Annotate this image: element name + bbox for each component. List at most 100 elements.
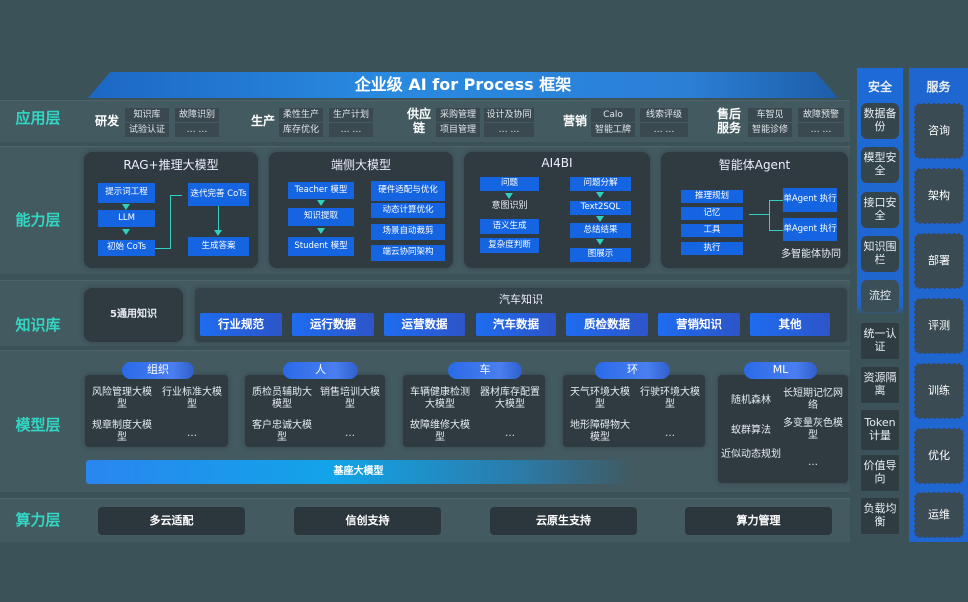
compute-item[interactable]: 多云适配: [98, 507, 245, 535]
app-item[interactable]: 故障预警: [798, 108, 844, 122]
app-item[interactable]: … …: [640, 123, 688, 137]
ml-item[interactable]: 近似动态规划: [721, 449, 781, 460]
app-item[interactable]: 生产计划: [329, 108, 373, 122]
knowledge-chip[interactable]: 其他: [750, 313, 830, 336]
edge-step[interactable]: Student 模型: [288, 237, 354, 256]
model-item[interactable]: 车辆健康检测大模型: [410, 387, 470, 410]
security-item[interactable]: 数据备份: [861, 103, 899, 139]
service-item[interactable]: 部署: [914, 233, 964, 289]
agent-module[interactable]: 工具: [681, 224, 743, 237]
base-model-bar[interactable]: 基座大模型: [86, 460, 631, 484]
ai4bi-step[interactable]: 问题分解: [570, 177, 631, 191]
app-item[interactable]: 设计及协同: [484, 108, 534, 122]
app-item[interactable]: Calo: [591, 108, 635, 122]
edge-feature[interactable]: 端云协同架构: [371, 245, 445, 261]
app-item[interactable]: 试验认证: [125, 123, 169, 137]
rag-step[interactable]: 提示词工程: [98, 183, 155, 203]
general-knowledge[interactable]: 5通用知识: [84, 288, 183, 342]
app-item[interactable]: 车智见: [748, 108, 792, 122]
security-item[interactable]: 负载均衡: [861, 498, 899, 534]
service-item[interactable]: 优化: [914, 428, 964, 484]
single-agent-exec[interactable]: 单Agent 执行: [783, 218, 837, 241]
edge-feature[interactable]: 硬件适配与优化: [371, 181, 445, 201]
model-item[interactable]: 风险管理大模型: [92, 387, 152, 410]
knowledge-chip[interactable]: 质检数据: [566, 313, 648, 336]
ai4bi-step[interactable]: 复杂度判断: [480, 238, 539, 253]
service-item[interactable]: 评测: [914, 298, 964, 354]
service-item[interactable]: 训练: [914, 363, 964, 419]
rag-step[interactable]: 生成答案: [188, 237, 249, 256]
model-group-environment: 天气环境大模型 行驶环境大模型 地形障碍物大模型 …: [563, 375, 705, 447]
model-group-pill[interactable]: 车: [448, 362, 522, 379]
agent-module[interactable]: 推理规划: [681, 190, 743, 203]
rag-step[interactable]: 初始 CoTs: [98, 240, 155, 256]
knowledge-chip[interactable]: 运行数据: [292, 313, 374, 336]
ml-item[interactable]: 蚁群算法: [731, 425, 771, 436]
single-agent-exec[interactable]: 单Agent 执行: [783, 188, 837, 212]
knowledge-chip[interactable]: 汽车数据: [476, 313, 556, 336]
rag-step[interactable]: LLM: [98, 210, 155, 227]
security-item[interactable]: 资源隔离: [861, 367, 899, 403]
model-item[interactable]: 销售培训大模型: [320, 387, 380, 410]
model-item[interactable]: 客户忠诚大模型: [252, 420, 312, 443]
edge-step[interactable]: Teacher 模型: [288, 182, 354, 199]
app-item[interactable]: … …: [798, 123, 844, 137]
model-item[interactable]: 天气环境大模型: [570, 387, 630, 410]
model-group-pill[interactable]: 组织: [122, 362, 194, 379]
security-item[interactable]: 价值导向: [861, 455, 899, 491]
ml-item[interactable]: 随机森林: [731, 395, 771, 406]
model-item[interactable]: 故障维修大模型: [410, 420, 470, 443]
compute-item[interactable]: 信创支持: [294, 507, 441, 535]
service-item[interactable]: 架构: [914, 168, 964, 224]
ml-item[interactable]: 多变量灰色模型: [783, 418, 843, 441]
security-item[interactable]: 接口安全: [861, 192, 899, 228]
model-item[interactable]: 行驶环境大模型: [640, 387, 700, 410]
app-item[interactable]: 线索评级: [640, 108, 688, 122]
ai4bi-step[interactable]: 问题: [480, 177, 539, 191]
knowledge-chip[interactable]: 营销知识: [658, 313, 740, 336]
security-item[interactable]: 知识围栏: [861, 236, 899, 272]
model-item[interactable]: 地形障碍物大模型: [570, 420, 630, 443]
app-item[interactable]: 智能诊修: [748, 123, 792, 137]
rag-step[interactable]: 迭代完善 CoTs: [188, 183, 249, 206]
knowledge-chip[interactable]: 运营数据: [384, 313, 465, 336]
compute-item[interactable]: 算力管理: [685, 507, 832, 535]
app-item[interactable]: 柔性生产: [279, 108, 323, 122]
edge-feature[interactable]: 动态计算优化: [371, 203, 445, 218]
app-item[interactable]: … …: [329, 123, 373, 137]
model-group-pill[interactable]: ML: [744, 362, 817, 379]
knowledge-chip[interactable]: 行业规范: [200, 313, 282, 336]
model-item[interactable]: 行业标准大模型: [162, 387, 222, 410]
app-item[interactable]: … …: [484, 123, 534, 137]
model-item[interactable]: 器材库存配置大模型: [480, 387, 540, 410]
service-item[interactable]: 运维: [914, 492, 964, 538]
service-item[interactable]: 咨询: [914, 103, 964, 159]
ai4bi-step[interactable]: 图展示: [570, 248, 631, 262]
model-item[interactable]: 规章制度大模型: [92, 420, 152, 443]
security-item[interactable]: Token 计量: [861, 410, 899, 450]
app-item[interactable]: 库存优化: [279, 123, 323, 137]
security-item[interactable]: 模型安全: [861, 147, 899, 183]
app-item[interactable]: 项目管理: [436, 123, 480, 137]
security-title: 安全: [867, 80, 892, 95]
model-group-pill[interactable]: 环: [595, 362, 670, 379]
security-item[interactable]: 流控: [861, 280, 899, 312]
security-item[interactable]: 统一认证: [861, 323, 899, 359]
ai4bi-step[interactable]: 语义生成: [480, 219, 539, 234]
ai4bi-step[interactable]: 总结结果: [570, 223, 631, 238]
edge-feature[interactable]: 场景自动裁剪: [371, 224, 445, 240]
edge-step[interactable]: 知识提取: [288, 208, 354, 226]
model-group-pill[interactable]: 人: [283, 362, 358, 379]
connector: [769, 200, 770, 230]
app-item[interactable]: 采购管理: [436, 108, 480, 122]
ml-item[interactable]: 长短期记忆网络: [783, 388, 843, 411]
model-item[interactable]: 质检员辅助大模型: [252, 387, 312, 410]
compute-item[interactable]: 云原生支持: [490, 507, 637, 535]
ai4bi-step[interactable]: Text2SQL: [570, 201, 631, 215]
agent-module[interactable]: 记忆: [681, 207, 743, 220]
app-item[interactable]: … …: [175, 123, 219, 137]
app-item[interactable]: 知识库: [125, 108, 169, 122]
app-item[interactable]: 故障识别: [175, 108, 219, 122]
app-item[interactable]: 智能工牌: [591, 123, 635, 137]
agent-module[interactable]: 执行: [681, 242, 743, 255]
